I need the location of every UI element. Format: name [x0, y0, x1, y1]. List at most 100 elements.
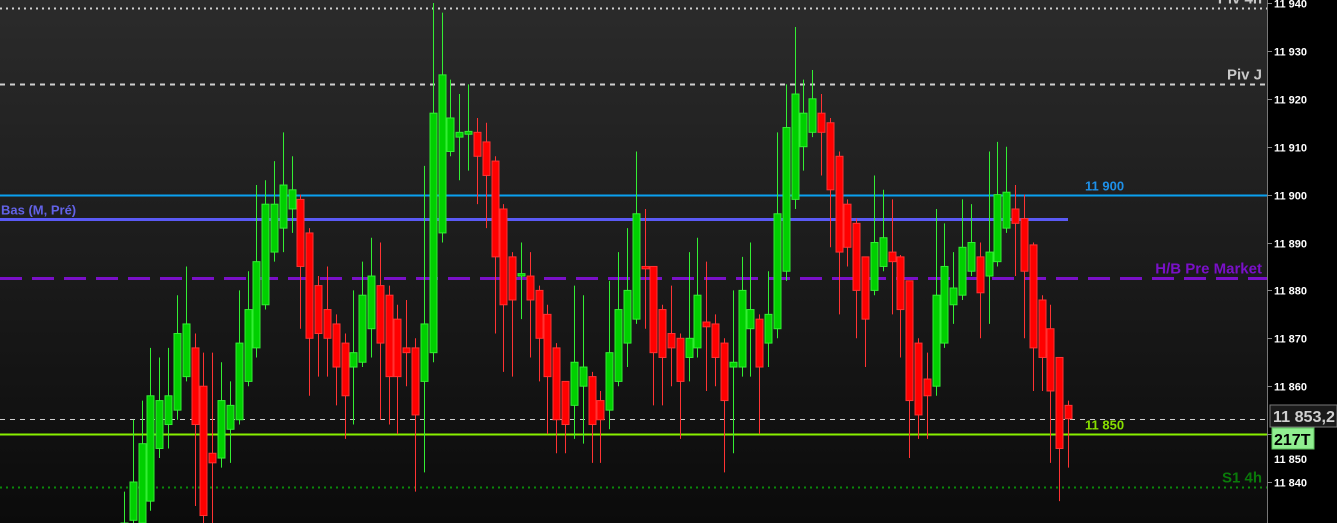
candle-65[interactable]	[693, 237, 702, 358]
candle-106[interactable]	[1055, 356, 1064, 502]
candle-50[interactable]	[561, 380, 570, 454]
candle-85[interactable]	[870, 175, 879, 296]
candle-70[interactable]	[738, 256, 747, 377]
candle-44[interactable]	[508, 252, 517, 377]
candle-47[interactable]	[535, 285, 544, 382]
candle-41[interactable]	[482, 122, 491, 229]
candle-78[interactable]	[808, 70, 817, 138]
candle-57[interactable]	[623, 228, 632, 368]
candle-86[interactable]	[879, 189, 888, 272]
candle-38[interactable]	[455, 94, 464, 181]
candle-89[interactable]	[905, 280, 914, 459]
candle-10[interactable]	[208, 352, 217, 523]
candle-56[interactable]	[614, 252, 623, 387]
candle-4[interactable]	[155, 357, 164, 459]
candle-52[interactable]	[579, 295, 588, 444]
candle-33[interactable]	[411, 338, 420, 492]
candle-105[interactable]	[1046, 304, 1055, 463]
candle-26[interactable]	[349, 290, 358, 425]
candle-32[interactable]	[402, 299, 411, 387]
candle-46[interactable]	[526, 252, 535, 358]
candle-99[interactable]	[993, 141, 1002, 267]
candle-72[interactable]	[755, 314, 764, 435]
candle-82[interactable]	[843, 199, 852, 267]
candle-68[interactable]	[720, 338, 729, 473]
candle-91[interactable]	[923, 352, 932, 439]
candle-17[interactable]	[270, 161, 279, 262]
candle-104[interactable]	[1038, 295, 1047, 391]
candle-42[interactable]	[491, 156, 500, 334]
candle-28[interactable]	[367, 237, 376, 358]
candle-15[interactable]	[252, 185, 261, 358]
candle-43[interactable]	[499, 204, 508, 372]
candle-51[interactable]	[570, 285, 579, 439]
candle-58[interactable]	[632, 151, 641, 324]
candle-14[interactable]	[244, 271, 253, 387]
candle-59[interactable]	[641, 208, 650, 329]
candle-76[interactable]	[791, 26, 800, 209]
candle-24[interactable]	[332, 314, 341, 406]
candle-54[interactable]	[596, 390, 605, 463]
candle-73[interactable]	[764, 271, 773, 368]
candle-61[interactable]	[658, 304, 667, 406]
candle-16[interactable]	[261, 180, 270, 310]
candle-94[interactable]	[949, 252, 958, 324]
candle-31[interactable]	[393, 304, 402, 435]
candle-97[interactable]	[976, 242, 985, 339]
candle-25[interactable]	[341, 333, 350, 439]
candle-71[interactable]	[746, 242, 755, 377]
candle-3[interactable]	[146, 347, 155, 511]
candle-53[interactable]	[588, 371, 597, 463]
candle-40[interactable]	[473, 117, 482, 205]
candle-102[interactable]	[1020, 194, 1029, 339]
candle-23[interactable]	[323, 266, 332, 377]
candle-22[interactable]	[314, 276, 323, 377]
candle-20[interactable]	[296, 194, 305, 329]
candle-9[interactable]	[199, 352, 208, 523]
candle-60[interactable]	[649, 265, 658, 406]
candle-101[interactable]	[1011, 185, 1020, 277]
candle-96[interactable]	[967, 204, 976, 277]
candle-90[interactable]	[914, 338, 923, 439]
candle-63[interactable]	[676, 333, 685, 439]
candle-36[interactable]	[438, 12, 447, 243]
candle-18[interactable]	[279, 132, 288, 253]
candle-48[interactable]	[543, 304, 552, 435]
candle-80[interactable]	[826, 117, 835, 248]
candle-87[interactable]	[888, 199, 897, 315]
candle-79[interactable]	[817, 94, 826, 176]
candle-107[interactable]	[1064, 400, 1073, 468]
candle-74[interactable]	[773, 132, 782, 339]
candle-11[interactable]	[217, 362, 226, 468]
candle-81[interactable]	[835, 151, 844, 315]
candle-21[interactable]	[305, 228, 314, 396]
candle-30[interactable]	[385, 285, 394, 425]
candle-49[interactable]	[552, 343, 561, 454]
candle-27[interactable]	[358, 261, 367, 368]
candle-0[interactable]	[120, 491, 129, 523]
candle-62[interactable]	[667, 285, 676, 387]
candle-19[interactable]	[288, 156, 297, 233]
candle-103[interactable]	[1029, 242, 1038, 391]
candle-39[interactable]	[464, 84, 473, 171]
candle-67[interactable]	[711, 314, 720, 387]
candle-13[interactable]	[235, 290, 244, 425]
candle-35[interactable]	[429, 3, 438, 363]
candle-100[interactable]	[1002, 146, 1011, 233]
candle-55[interactable]	[605, 280, 614, 430]
candle-93[interactable]	[940, 223, 949, 348]
candle-64[interactable]	[685, 252, 694, 382]
candle-34[interactable]	[420, 165, 429, 473]
candle-7[interactable]	[182, 266, 191, 382]
candle-6[interactable]	[173, 295, 182, 420]
candle-5[interactable]	[164, 347, 173, 449]
candle-84[interactable]	[861, 256, 870, 368]
candle-88[interactable]	[896, 254, 905, 358]
candle-1[interactable]	[129, 419, 138, 523]
candle-45[interactable]	[517, 242, 526, 320]
candle-98[interactable]	[985, 151, 994, 324]
candle-83[interactable]	[852, 218, 861, 339]
candle-92[interactable]	[932, 208, 941, 396]
